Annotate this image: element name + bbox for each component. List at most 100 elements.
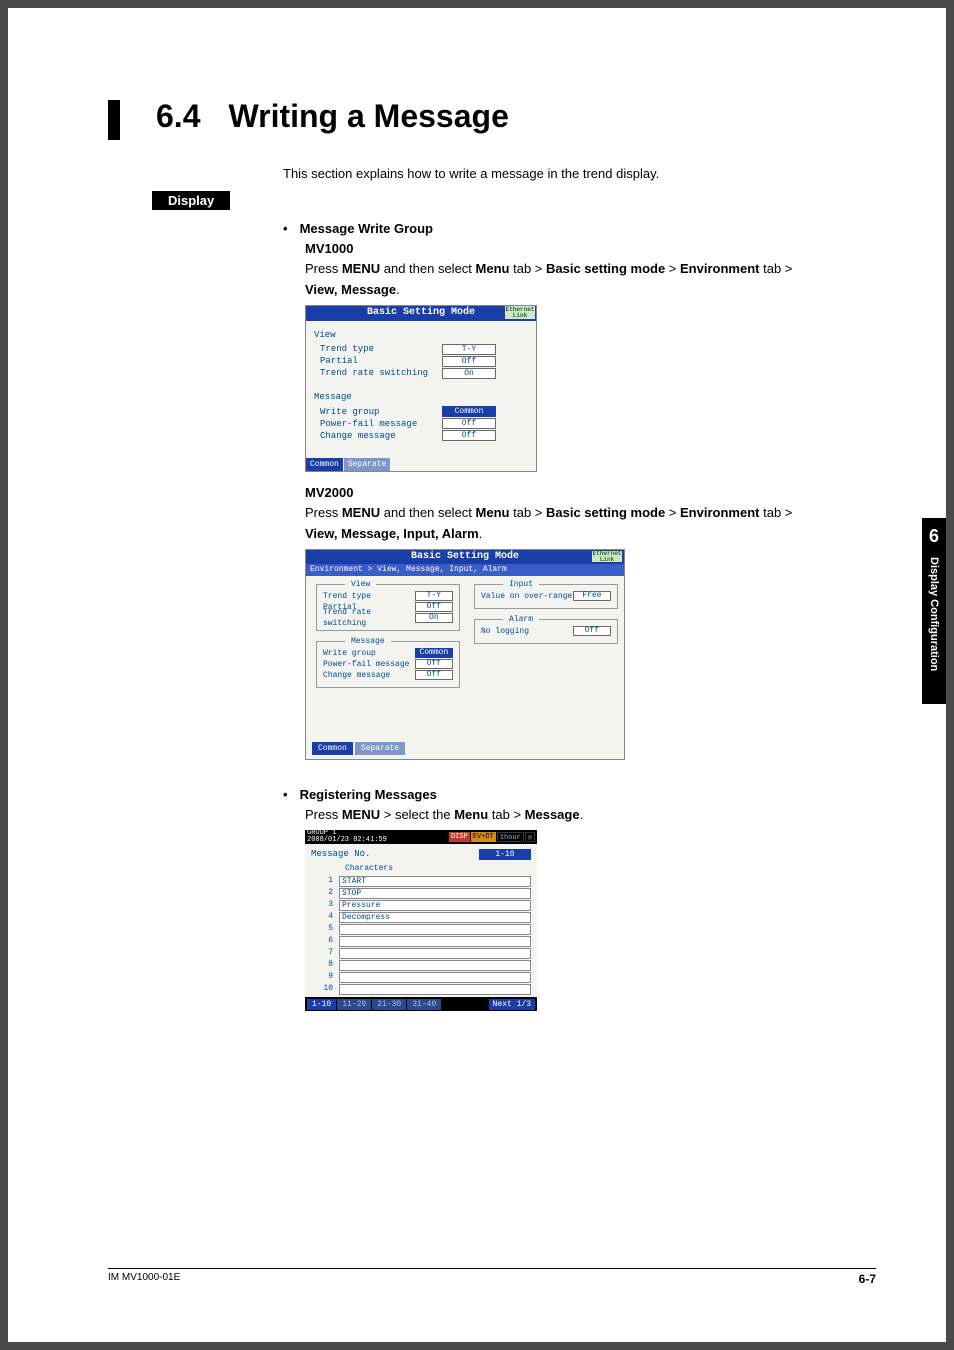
setting-label: No logging: [481, 626, 573, 637]
setting-row: Trend typeT-Y: [314, 343, 528, 355]
setting-value[interactable]: Off: [442, 418, 496, 429]
mv2000-instructions: Press MENU and then select Menu tab > Ba…: [305, 504, 876, 522]
chapter-side-tab: 6 Display Configuration: [922, 518, 946, 704]
message-text-input[interactable]: [339, 984, 531, 995]
registering-instructions: Press MENU > select the Menu tab > Messa…: [305, 806, 876, 824]
bullet-message-write-group: • Message Write Group: [283, 220, 876, 238]
message-text-input[interactable]: [339, 948, 531, 959]
row-number: 8: [311, 959, 339, 970]
ethernet-link-icon: Ethernet Link: [592, 551, 622, 562]
setting-value[interactable]: Off: [573, 626, 611, 636]
setting-label: Change message: [314, 430, 442, 443]
settings-group: MessageWrite groupCommonPower-fail messa…: [316, 641, 460, 688]
setting-value[interactable]: T-Y: [442, 344, 496, 355]
bullet-dot-icon: •: [283, 220, 288, 238]
message-row: 7: [311, 947, 531, 959]
setting-value[interactable]: Off: [442, 430, 496, 441]
setting-label: Power-fail message: [323, 659, 415, 670]
camera-icon[interactable]: ◎: [525, 832, 535, 842]
chapter-number: 6: [929, 526, 939, 547]
group-title: Alarm: [503, 614, 539, 625]
group-title: Message: [345, 636, 391, 647]
message-row: 5: [311, 923, 531, 935]
display-label: Display: [152, 191, 230, 210]
message-row: 10: [311, 983, 531, 995]
message-row: 8: [311, 959, 531, 971]
message-row: 1START: [311, 875, 531, 887]
bullet2-title: Registering Messages: [300, 786, 437, 804]
range-tab[interactable]: 21-30: [372, 999, 406, 1010]
setting-value[interactable]: On: [415, 613, 453, 623]
range-tab[interactable]: 31-40: [407, 999, 441, 1010]
message-no-label: Message No.: [311, 848, 479, 861]
setting-label: Trend type: [323, 591, 415, 602]
message-row: 3Pressure: [311, 899, 531, 911]
row-number: 10: [311, 983, 339, 994]
mv1000-label: MV1000: [305, 240, 876, 258]
setting-label: Partial: [314, 355, 442, 368]
message-text-input[interactable]: START: [339, 876, 531, 887]
setting-row: Trend rate switchingOn: [323, 613, 453, 624]
bullet1-title: Message Write Group: [300, 220, 433, 238]
setting-value[interactable]: Common: [415, 648, 453, 658]
setting-row: Write groupCommon: [314, 406, 528, 418]
group-title: Input: [503, 579, 539, 590]
message-text-input[interactable]: Decompress: [339, 912, 531, 923]
setting-row: Change messageOff: [323, 670, 453, 681]
setting-row: Change messageOff: [314, 430, 528, 442]
ss1-title: Basic Setting Mode Ethernet Link: [306, 306, 536, 321]
footer-tab[interactable]: Common: [312, 742, 353, 755]
page: 6.4 Writing a Message This section expla…: [8, 8, 946, 1342]
message-text-input[interactable]: Pressure: [339, 900, 531, 911]
setting-value[interactable]: Off: [415, 602, 453, 612]
status-badge: DISP: [449, 832, 470, 842]
ss1-view-label: View: [314, 329, 528, 342]
footer-tab[interactable]: Separate: [355, 742, 405, 755]
message-text-input[interactable]: STOP: [339, 888, 531, 899]
row-number: 5: [311, 923, 339, 934]
message-text-input[interactable]: [339, 936, 531, 947]
message-no-value[interactable]: 1-10: [479, 849, 531, 860]
status-badge: 1hour: [497, 832, 524, 842]
setting-row: PartialOff: [314, 355, 528, 367]
ss2-title: Basic Setting Mode Ethernet Link: [306, 550, 624, 564]
row-number: 4: [311, 911, 339, 922]
setting-value[interactable]: Off: [415, 659, 453, 669]
setting-value[interactable]: Off: [442, 356, 496, 367]
ss1-message-label: Message: [314, 391, 528, 404]
page-number: 6-7: [859, 1272, 876, 1286]
message-text-input[interactable]: [339, 972, 531, 983]
bullet-registering-messages: • Registering Messages: [283, 786, 876, 804]
message-text-input[interactable]: [339, 960, 531, 971]
setting-value[interactable]: On: [442, 368, 496, 379]
message-row: 4Decompress: [311, 911, 531, 923]
setting-value[interactable]: Free: [573, 591, 611, 601]
page-footer: IM MV1000-01E 6-7: [108, 1268, 876, 1286]
mv1000-instructions: Press MENU and then select Menu tab > Ba…: [305, 260, 876, 278]
title-bar-icon: [108, 100, 120, 140]
setting-label: Change message: [323, 670, 415, 681]
setting-value[interactable]: Off: [415, 670, 453, 680]
row-number: 1: [311, 875, 339, 886]
section-heading: 6.4 Writing a Message: [108, 98, 876, 140]
section-number: 6.4: [156, 98, 200, 135]
row-number: 3: [311, 899, 339, 910]
mv2000-screenshot: Basic Setting Mode Ethernet Link Environ…: [305, 549, 876, 760]
message-list-screenshot: GROUP 1 2008/01/23 02:41:59 DISPEV+DT1ho…: [305, 830, 876, 1011]
range-tab[interactable]: 1-10: [307, 999, 336, 1010]
footer-tab[interactable]: Separate: [344, 458, 390, 471]
range-tab[interactable]: 11-20: [337, 999, 371, 1010]
setting-value[interactable]: Common: [442, 406, 496, 417]
message-text-input[interactable]: [339, 924, 531, 935]
setting-label: Trend type: [314, 343, 442, 356]
content-area: • Message Write Group MV1000 Press MENU …: [283, 220, 876, 1011]
setting-label: Trend rate switching: [314, 367, 442, 380]
message-row: 6: [311, 935, 531, 947]
settings-group: AlarmNo loggingOff: [474, 619, 618, 644]
setting-label: Trend rate switching: [323, 607, 415, 629]
setting-row: Write groupCommon: [323, 648, 453, 659]
footer-tab[interactable]: Common: [306, 458, 343, 471]
setting-value[interactable]: T-Y: [415, 591, 453, 601]
setting-row: Trend typeT-Y: [323, 591, 453, 602]
next-button[interactable]: Next 1/3: [489, 999, 535, 1010]
